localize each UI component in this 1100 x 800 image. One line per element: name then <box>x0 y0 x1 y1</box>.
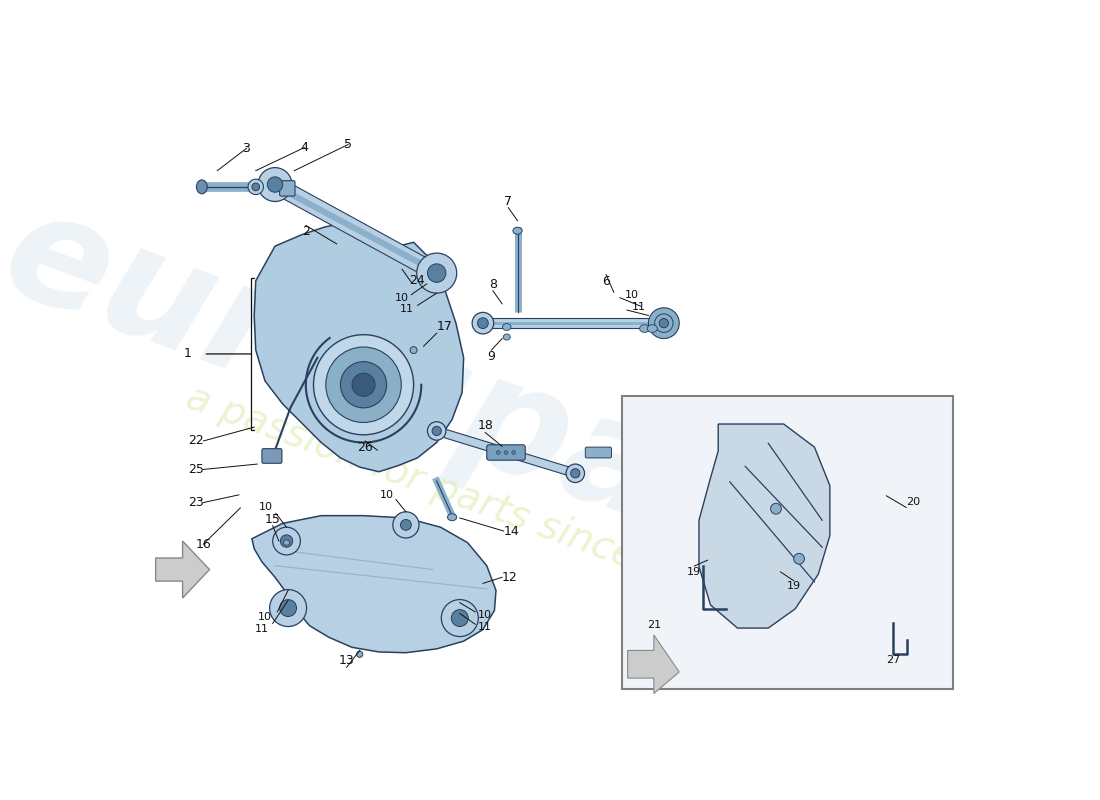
Ellipse shape <box>654 314 673 332</box>
Text: 17: 17 <box>437 320 452 333</box>
Text: 5: 5 <box>344 138 352 151</box>
Ellipse shape <box>472 312 494 334</box>
Polygon shape <box>252 516 496 653</box>
Ellipse shape <box>503 323 512 330</box>
Text: 6: 6 <box>602 274 610 288</box>
Ellipse shape <box>341 362 387 408</box>
Ellipse shape <box>513 227 522 234</box>
Text: 8: 8 <box>488 278 497 291</box>
Ellipse shape <box>451 610 469 626</box>
Polygon shape <box>276 184 436 274</box>
Ellipse shape <box>477 318 488 329</box>
Text: 10: 10 <box>258 611 272 622</box>
Ellipse shape <box>441 599 478 637</box>
Text: 25: 25 <box>188 463 204 476</box>
Ellipse shape <box>314 334 414 435</box>
FancyBboxPatch shape <box>621 396 953 689</box>
Text: 24: 24 <box>409 274 426 287</box>
Text: 16: 16 <box>196 538 211 550</box>
Text: 10: 10 <box>379 490 394 500</box>
Text: 22: 22 <box>188 434 204 447</box>
Text: 1: 1 <box>184 347 191 361</box>
Polygon shape <box>486 322 652 325</box>
Ellipse shape <box>273 527 300 555</box>
Text: 13: 13 <box>339 654 354 667</box>
Ellipse shape <box>432 426 441 435</box>
Ellipse shape <box>512 450 516 454</box>
Text: 12: 12 <box>502 570 518 584</box>
Ellipse shape <box>771 503 781 514</box>
Text: 3: 3 <box>243 142 251 155</box>
Polygon shape <box>698 424 829 628</box>
Text: 23: 23 <box>188 496 204 509</box>
Text: 19: 19 <box>786 582 801 591</box>
Ellipse shape <box>639 325 650 332</box>
Ellipse shape <box>504 334 510 340</box>
Ellipse shape <box>428 422 446 440</box>
Text: 15: 15 <box>265 513 280 526</box>
Ellipse shape <box>649 308 680 338</box>
Text: 11: 11 <box>255 624 268 634</box>
Text: a passion for parts since 1985: a passion for parts since 1985 <box>182 378 746 614</box>
Ellipse shape <box>571 469 580 478</box>
Text: 2: 2 <box>301 226 310 238</box>
Text: 11: 11 <box>632 302 646 312</box>
Ellipse shape <box>197 180 207 194</box>
FancyBboxPatch shape <box>486 445 526 460</box>
Polygon shape <box>254 223 464 472</box>
Ellipse shape <box>284 540 289 546</box>
Text: 7: 7 <box>504 194 513 208</box>
Ellipse shape <box>417 253 456 293</box>
Text: 10: 10 <box>477 610 492 620</box>
Ellipse shape <box>249 179 264 194</box>
Ellipse shape <box>410 346 417 354</box>
Ellipse shape <box>267 177 283 192</box>
Polygon shape <box>156 541 209 598</box>
Ellipse shape <box>280 535 293 547</box>
Text: 27: 27 <box>886 654 900 665</box>
Ellipse shape <box>794 554 804 564</box>
Polygon shape <box>436 427 576 478</box>
Ellipse shape <box>400 519 411 530</box>
Text: 14: 14 <box>504 525 519 538</box>
FancyBboxPatch shape <box>585 447 612 458</box>
Ellipse shape <box>279 599 297 617</box>
Text: 19: 19 <box>688 567 702 577</box>
Ellipse shape <box>252 183 260 190</box>
Ellipse shape <box>326 347 402 422</box>
Text: 10: 10 <box>395 293 409 302</box>
Text: 26: 26 <box>358 441 373 454</box>
Ellipse shape <box>659 318 669 328</box>
Ellipse shape <box>496 450 500 454</box>
Text: 10: 10 <box>258 502 273 512</box>
Ellipse shape <box>352 373 375 396</box>
FancyBboxPatch shape <box>262 449 282 463</box>
Text: 9: 9 <box>487 350 495 363</box>
FancyBboxPatch shape <box>279 181 295 196</box>
Ellipse shape <box>393 512 419 538</box>
Ellipse shape <box>258 168 292 202</box>
Ellipse shape <box>270 590 307 626</box>
Ellipse shape <box>356 651 363 658</box>
Ellipse shape <box>428 264 446 282</box>
Text: eurospares: eurospares <box>0 177 943 647</box>
Polygon shape <box>483 318 656 328</box>
Text: 11: 11 <box>399 303 414 314</box>
Text: 20: 20 <box>905 497 920 506</box>
Ellipse shape <box>448 514 456 521</box>
Polygon shape <box>271 177 441 281</box>
Text: 18: 18 <box>477 419 493 433</box>
Text: 11: 11 <box>477 622 492 632</box>
Text: 4: 4 <box>300 141 308 154</box>
Ellipse shape <box>566 464 584 482</box>
Text: 10: 10 <box>625 290 638 300</box>
Ellipse shape <box>647 325 658 332</box>
Text: 21: 21 <box>648 619 662 630</box>
Ellipse shape <box>504 450 508 454</box>
Polygon shape <box>628 635 680 694</box>
